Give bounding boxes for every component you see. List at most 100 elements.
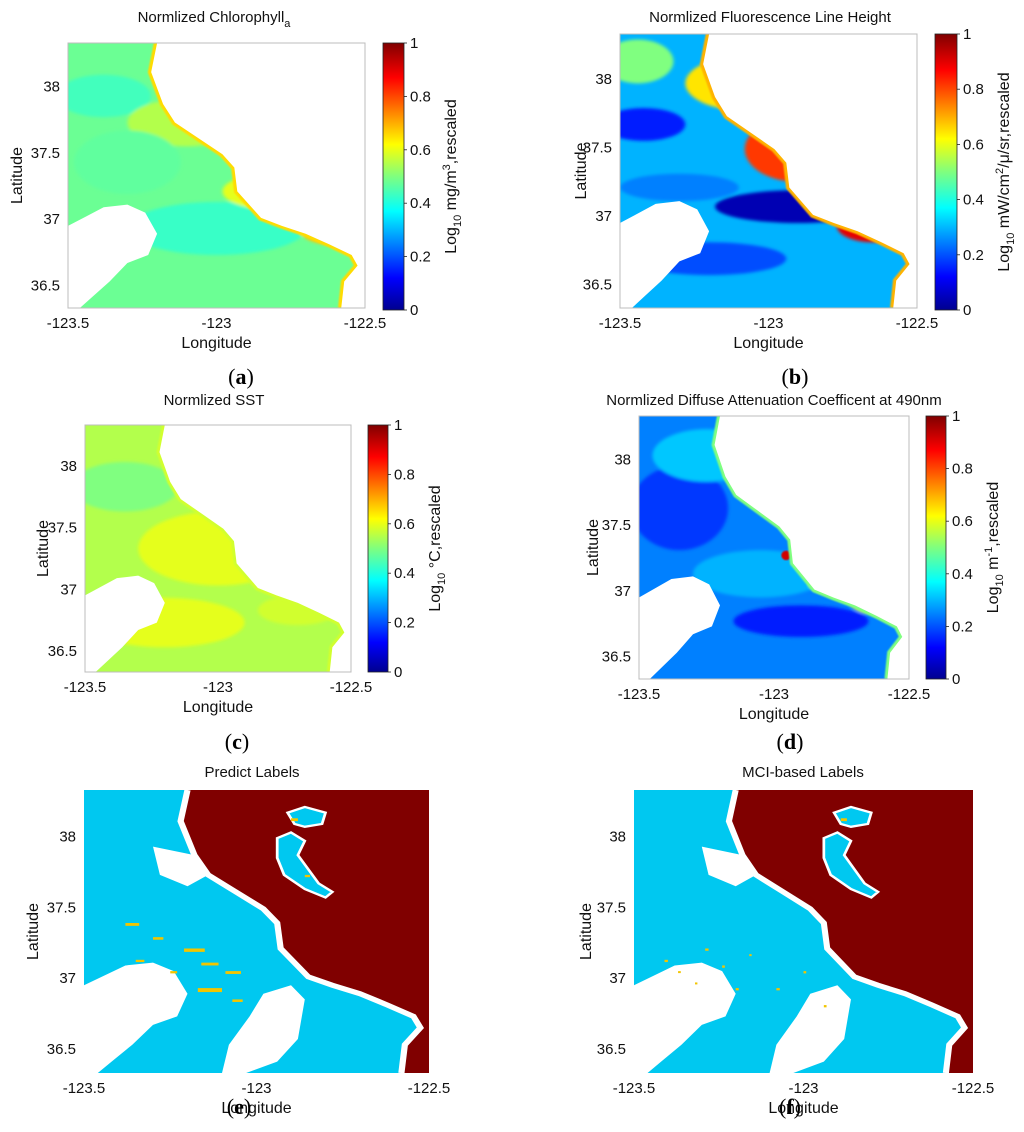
colorbar-label: Log10 m-1,rescaled	[983, 482, 1006, 613]
bloom-pixel	[722, 965, 725, 968]
y-tick-label: 38	[43, 79, 60, 96]
y-tick-label: 38	[595, 71, 612, 88]
x-tick-label: -123	[753, 315, 783, 332]
map-image	[634, 790, 973, 1073]
x-tick-label: -122.5	[330, 679, 373, 696]
y-tick-label: 37.5	[597, 899, 626, 916]
y-tick-label: 38	[59, 829, 76, 846]
x-tick-label: -123.5	[63, 1080, 106, 1097]
y-tick-label: 38	[60, 458, 77, 475]
y-tick-label: 37	[614, 583, 631, 600]
bloom-pixel	[201, 962, 219, 966]
bloom-pixel	[664, 959, 668, 963]
y-tick-label: 37.5	[31, 145, 60, 162]
caption-e: (e)	[227, 1094, 251, 1119]
bloom-pixel	[749, 954, 752, 957]
plot-frame	[638, 415, 910, 680]
y-axis-label: Latitude	[9, 147, 26, 204]
y-tick-label: 37.5	[47, 899, 76, 916]
y-tick-label: 36.5	[597, 1041, 626, 1058]
colorbar: 1 0.8 0.6 0.4 0.2 0 Log10 mg/m3,rescaled	[382, 35, 464, 319]
colorbar-tick-label: 0	[394, 664, 402, 681]
colorbar-tick-label: 0.2	[410, 249, 431, 266]
caption-letter-b: b	[789, 364, 801, 389]
bloom-pixel	[232, 999, 243, 1002]
bloom-pixel	[304, 874, 310, 878]
colorbar-tick-label: 0.8	[410, 88, 431, 105]
y-tick-label: 36.5	[47, 1041, 76, 1058]
colorbar-tick-label: 0.2	[952, 618, 973, 635]
colorbar-tick-label: 0.6	[952, 513, 973, 530]
field-patch	[620, 173, 739, 202]
panel-d: Normlized Diffuse Attenuation Coefficent…	[585, 392, 1006, 723]
panel-title: Normlized Fluorescence Line Height	[649, 9, 892, 26]
caption-letter-f: f	[786, 1094, 794, 1119]
x-tick-label: -123	[759, 686, 789, 703]
y-tick-label: 37	[595, 208, 612, 225]
colorbar-label: Log10 mg/m3,rescaled	[441, 99, 464, 253]
x-tick-label: -122.5	[888, 686, 931, 703]
panel-e: Predict Labels -123.5 -123 -122.5 Longitude 3…	[25, 764, 450, 1117]
bloom-pixel	[803, 971, 807, 974]
caption-a: (a)	[228, 364, 254, 389]
map-image	[84, 790, 429, 1073]
panel-c: Normlized SST -123.5 -123 -122.5 Longitude 38…	[35, 392, 448, 716]
x-tick-label: -123	[203, 679, 233, 696]
y-tick-label: 37	[59, 970, 76, 987]
y-axis-label: Latitude	[25, 903, 42, 960]
svg-text:(c): (c)	[225, 729, 249, 754]
x-tick-label: -122.5	[952, 1080, 995, 1097]
map-image	[620, 34, 917, 308]
bloom-pixel	[291, 818, 298, 822]
svg-text:(d): (d)	[777, 729, 804, 754]
colorbar-tick-label: 1	[952, 408, 960, 425]
colorbar-tick-label: 0.8	[963, 81, 984, 98]
colorbar-tick-label: 0.6	[410, 142, 431, 159]
x-axis-label: Longitude	[183, 699, 253, 716]
nodata-class	[222, 985, 305, 1073]
x-tick-label: -123	[241, 1080, 271, 1097]
caption-letter-e: e	[234, 1094, 244, 1119]
bloom-pixel	[125, 923, 140, 926]
y-tick-label: 37	[60, 581, 77, 598]
colorbar-tick-label: 0	[410, 302, 418, 319]
coast-line	[177, 790, 425, 1073]
caption-letter-c: c	[232, 729, 242, 754]
field-patch	[639, 465, 729, 551]
panel-a: Normlized Chlorophylla -123.5 -123 -122.5 Lo…	[9, 9, 464, 352]
bloom-pixel	[776, 988, 780, 991]
x-axis-label: Longitude	[733, 335, 803, 352]
y-tick-label: 37	[43, 211, 60, 228]
svg-text:(e): (e)	[227, 1094, 251, 1119]
x-tick-label: -123.5	[613, 1080, 656, 1097]
colorbar-tick-label: 0.4	[952, 566, 973, 583]
bloom-pixel	[170, 971, 178, 974]
map-image	[85, 425, 351, 672]
colorbar-tick-label: 0	[963, 302, 971, 319]
colorbar-tick-label: 0.6	[394, 516, 415, 533]
y-axis-label: Latitude	[573, 142, 590, 199]
colorbar-tick-label: 1	[963, 26, 971, 43]
colorbar-tick-label: 0.6	[963, 136, 984, 153]
bloom-pixel	[197, 988, 222, 993]
field-patch	[620, 39, 674, 84]
caption-f: (f)	[779, 1094, 801, 1119]
caption-b: (b)	[782, 364, 809, 389]
field-patch	[733, 605, 869, 637]
colorbar-tick-label: 0.4	[410, 195, 431, 212]
bloom-pixel	[823, 1005, 827, 1008]
x-tick-label: -122.5	[896, 315, 939, 332]
y-tick-label: 36.5	[602, 649, 631, 666]
coast-line	[725, 790, 969, 1073]
nodata-class	[769, 985, 851, 1073]
y-tick-label: 36.5	[48, 643, 77, 660]
field-patch	[85, 462, 179, 512]
x-axis-label: Longitude	[181, 335, 251, 352]
bloom-pixel	[840, 818, 847, 822]
svg-text:(b): (b)	[782, 364, 809, 389]
y-tick-label: 37.5	[48, 520, 77, 537]
panel-title: Predict Labels	[204, 764, 299, 781]
bloom-pixel	[153, 937, 164, 940]
field-patch	[620, 107, 686, 141]
